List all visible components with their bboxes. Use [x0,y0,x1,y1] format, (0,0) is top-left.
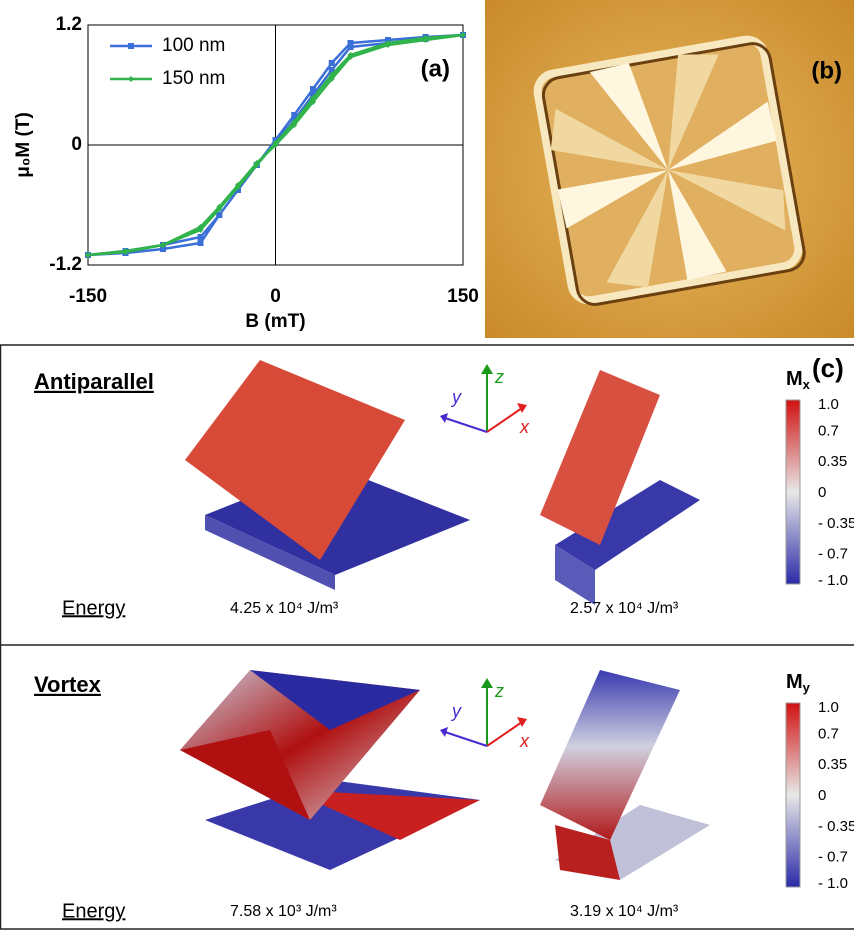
x-tick-label: 150 [447,286,479,307]
panel-label: (b) [811,57,842,84]
marker [291,112,297,118]
triad-label: y [450,387,462,407]
colorbar [786,703,800,887]
colorbar-tick-label: 0 [818,787,826,804]
marker [310,86,316,92]
legend-label: 150 nm [162,68,225,89]
triad-label: z [494,367,504,387]
y-tick-label: -1.2 [49,254,82,275]
axis-triad: z x y z x y [440,364,530,751]
y-tick-label: 0 [71,134,82,155]
energy-label: Energy [62,900,125,922]
colorbar-tick-label: - 0.7 [818,546,848,563]
energy-value: 3.19 x 10⁴ J/m³ [570,903,679,920]
panel-label: (c) [812,353,844,383]
colorbar-tick-label: - 0.7 [818,849,848,866]
colorbar-tick-label: - 1.0 [818,875,848,892]
colorbar-tick-label: - 0.35 [818,515,854,532]
y-tick-label: 1.2 [56,14,82,35]
triad-label: z [494,681,504,701]
legend-label: 100 nm [162,35,225,56]
colorbar-tick-label: 0.35 [818,756,847,773]
row-title: Vortex [34,672,102,697]
afm-square [535,36,807,308]
colorbar-title-sub: x [803,377,811,392]
row-title: Antiparallel [34,369,154,394]
colorbar [786,400,800,584]
triad-label: x [519,417,530,437]
marker [348,40,354,46]
colorbar-tick-label: 1.0 [818,699,839,716]
marker [198,234,204,240]
colorbar-title: My [786,671,811,695]
colorbar-title: Mx [786,368,811,392]
colorbar-title-main: M [786,671,803,693]
triad-label: x [519,731,530,751]
colorbar-tick-label: - 0.35 [818,818,854,835]
render-antiparallel-1 [185,360,470,590]
colorbar-tick-label: - 1.0 [818,572,848,589]
energy-value: 2.57 x 10⁴ J/m³ [570,600,679,617]
marker [329,60,335,66]
render-vortex-2 [540,670,710,880]
colorbar-tick-label: 0.7 [818,422,839,439]
colorbar-tick-label: 0.35 [818,453,847,470]
energy-value: 7.58 x 10³ J/m³ [230,903,337,920]
colorbar-tick-label: 0 [818,484,826,501]
energy-value: 4.25 x 10⁴ J/m³ [230,600,339,617]
colorbar-title-main: M [786,368,803,390]
y-axis-label: μ₀M (T) [13,112,34,178]
marker [128,76,134,82]
annotation: (a) [421,55,450,82]
colorbar-tick-label: 0.7 [818,725,839,742]
colorbar-title-sub: y [803,680,811,695]
render-vortex-1 [180,670,480,870]
x-tick-label: 0 [270,286,281,307]
x-tick-label: -150 [69,286,107,307]
x-axis-label: B (mT) [245,311,305,332]
render-antiparallel-2 [540,370,700,605]
marker [198,240,204,246]
colorbar-tick-label: 1.0 [818,396,839,413]
marker [128,43,134,49]
panel-frame [1,345,854,929]
energy-label: Energy [62,597,125,619]
triad-label: y [450,701,462,721]
